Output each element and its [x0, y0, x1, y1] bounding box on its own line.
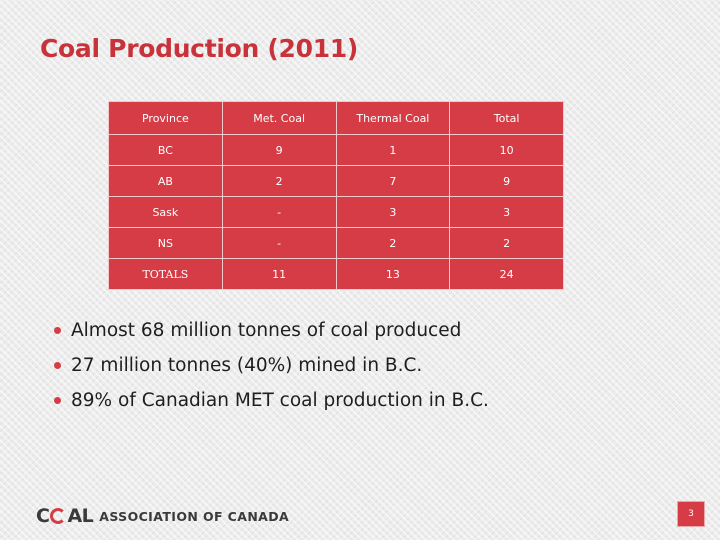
table-cell: NS [108, 227, 223, 259]
bullet-text: Almost 68 million tonnes of coal produce… [71, 320, 462, 341]
table-row: BC 9 1 10 [108, 134, 564, 166]
bullet-dot-icon [54, 362, 61, 369]
table-cell: BC [108, 134, 223, 166]
table-cell: - [221, 227, 337, 259]
table-row: NS - 2 2 [108, 227, 564, 259]
table-cell: - [221, 196, 337, 228]
table-cell: 9 [221, 134, 337, 166]
table-totals-row: TOTALS 11 13 24 [108, 258, 564, 290]
table-cell: 3 [449, 196, 564, 228]
table-cell: AB [108, 165, 223, 197]
table-cell: 7 [335, 165, 451, 197]
bullet-item: Almost 68 million tonnes of coal produce… [54, 313, 489, 348]
header-cell-province: Province [108, 101, 223, 135]
table-cell: 1 [335, 134, 451, 166]
table-cell: 9 [449, 165, 564, 197]
table-cell: 24 [449, 258, 564, 290]
bullet-list: Almost 68 million tonnes of coal produce… [54, 313, 489, 418]
coal-association-logo: C AL ASSOCIATION OF CANADA [36, 505, 289, 527]
bullet-text: 89% of Canadian MET coal production in B… [71, 390, 489, 411]
table-cell: 2 [221, 165, 337, 197]
bullet-item: 89% of Canadian MET coal production in B… [54, 383, 489, 418]
header-cell-met-coal: Met. Coal [221, 101, 337, 135]
logo-text: ASSOCIATION OF CANADA [99, 508, 290, 524]
slide-title: Coal Production (2011) [40, 34, 359, 63]
table-cell: 13 [335, 258, 451, 290]
table-cell: Sask [108, 196, 223, 228]
table-cell: 2 [449, 227, 564, 259]
table-header-row: Province Met. Coal Thermal Coal Total [108, 101, 564, 135]
logo-mark-icon: C AL [36, 505, 94, 527]
table-cell: 3 [335, 196, 451, 228]
table-cell: 2 [335, 227, 451, 259]
page-number: 3 [678, 502, 704, 526]
table-cell: TOTALS [108, 258, 223, 290]
table-row: Sask - 3 3 [108, 196, 564, 228]
table-row: AB 2 7 9 [108, 165, 564, 197]
bullet-text: 27 million tonnes (40%) mined in B.C. [71, 355, 423, 376]
bullet-dot-icon [54, 327, 61, 334]
bullet-item: 27 million tonnes (40%) mined in B.C. [54, 348, 489, 383]
table-cell: 11 [221, 258, 337, 290]
header-cell-thermal-coal: Thermal Coal [335, 101, 451, 135]
bullet-dot-icon [54, 397, 61, 404]
table-cell: 10 [449, 134, 564, 166]
header-cell-total: Total [449, 101, 564, 135]
production-table: Province Met. Coal Thermal Coal Total BC… [108, 101, 564, 290]
